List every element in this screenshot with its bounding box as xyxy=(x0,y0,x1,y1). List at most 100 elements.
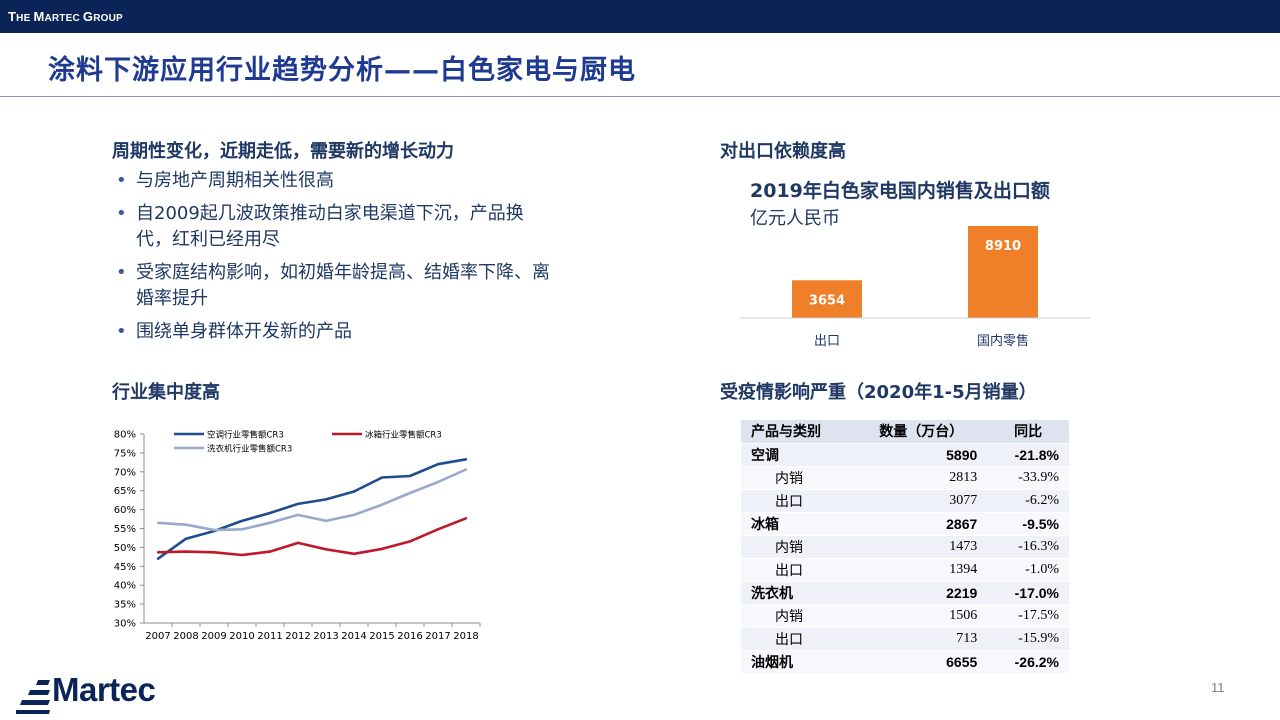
data-point xyxy=(436,463,440,466)
table-row: 出口 3077 -6.2% xyxy=(741,489,1069,512)
data-point xyxy=(380,547,384,551)
data-point xyxy=(212,551,216,554)
legend-label: 冰箱行业零售额CR3 xyxy=(365,430,442,441)
table-header-row: 产品与类别 数量（万台） 同比 xyxy=(741,420,1069,443)
cycle-heading: 周期性变化，近期走低，需要新的增长动力 xyxy=(112,141,454,162)
category-cell: 出口 xyxy=(741,489,856,512)
table-row: 出口 713 -15.9% xyxy=(741,627,1069,650)
quantity-cell: 1394 xyxy=(855,558,988,581)
data-point xyxy=(156,551,160,554)
data-point xyxy=(156,521,160,525)
y-tick-label: 55% xyxy=(114,524,136,535)
data-point xyxy=(184,550,188,553)
category-cell: 洗衣机 xyxy=(741,581,856,604)
bullet-item: 与房地产周期相关性很高 xyxy=(112,168,552,194)
category-cell: 冰箱 xyxy=(741,512,856,535)
x-tick-label: 2012 xyxy=(285,631,310,642)
title-divider xyxy=(0,96,1280,97)
y-tick-label: 80% xyxy=(114,430,136,441)
yoy-cell: -15.9% xyxy=(987,627,1069,650)
data-point xyxy=(464,468,468,471)
y-tick-label: 40% xyxy=(114,581,136,592)
data-point xyxy=(184,537,188,540)
column-header: 数量（万台） xyxy=(855,420,988,443)
x-tick-label: 2015 xyxy=(369,631,394,642)
y-tick-label: 65% xyxy=(114,486,136,497)
epidemic-heading: 受疫情影响严重（2020年1-5月销量） xyxy=(720,382,1037,403)
series-line xyxy=(157,468,467,532)
category-cell: 空调 xyxy=(741,443,856,466)
yoy-cell: -9.5% xyxy=(987,512,1069,535)
category-cell: 油烟机 xyxy=(741,650,856,673)
quantity-cell: 1473 xyxy=(855,535,988,558)
export-bar-chart: 3654 出口 8910 国内零售 xyxy=(740,226,1090,349)
table-row: 冰箱 2867 -9.5% xyxy=(741,512,1069,535)
quantity-cell: 3077 xyxy=(855,489,988,512)
x-tick-label: 2017 xyxy=(425,631,450,642)
data-point xyxy=(436,480,440,484)
y-tick-label: 45% xyxy=(114,562,136,573)
data-point xyxy=(352,490,356,493)
top-banner: THE MARTEC GROUP xyxy=(0,0,1280,33)
data-point xyxy=(324,498,328,501)
export-heading: 对出口依赖度高 xyxy=(720,141,846,162)
data-point xyxy=(380,503,384,506)
x-tick-label: 2007 xyxy=(145,631,170,642)
data-point xyxy=(408,491,412,495)
data-point xyxy=(464,517,468,520)
data-point xyxy=(408,540,412,543)
table-row: 内销 2813 -33.9% xyxy=(741,466,1069,489)
column-header: 同比 xyxy=(987,420,1069,443)
table-row: 空调 5890 -21.8% xyxy=(741,443,1069,466)
concentration-line-chart: 30%35%40%45%50%55%60%65%70%75%80%2007 200… xyxy=(114,430,481,642)
data-point xyxy=(268,511,272,515)
data-point xyxy=(464,458,468,461)
x-tick-label: 2011 xyxy=(257,631,282,642)
bar xyxy=(968,226,1038,318)
page-number: 11 xyxy=(1211,680,1225,695)
data-point xyxy=(408,474,412,478)
y-tick-label: 75% xyxy=(114,448,136,459)
bullet-item: 围绕单身群体开发新的产品 xyxy=(112,319,552,345)
quantity-cell: 5890 xyxy=(855,443,988,466)
y-tick-label: 70% xyxy=(114,467,136,478)
bar-category-label: 出口 xyxy=(814,334,840,349)
bar-category-label: 国内零售 xyxy=(977,333,1029,349)
x-tick-label: 2009 xyxy=(201,631,226,642)
x-tick-label: 2013 xyxy=(313,631,338,642)
category-cell: 内销 xyxy=(741,466,856,489)
data-point xyxy=(268,550,272,553)
data-point xyxy=(352,513,356,517)
bar-chart-title: 2019年白色家电国内销售及出口额 xyxy=(750,180,1050,202)
yoy-cell: -16.3% xyxy=(987,535,1069,558)
x-tick-label: 2008 xyxy=(173,631,198,642)
quantity-cell: 713 xyxy=(855,627,988,650)
data-point xyxy=(212,528,216,532)
x-tick-label: 2014 xyxy=(341,631,366,642)
data-point xyxy=(436,528,440,531)
category-cell: 内销 xyxy=(741,604,856,627)
sales-table: 产品与类别 数量（万台） 同比 空调 5890 -21.8% 内销 2813 -33.9%… xyxy=(741,420,1069,673)
data-point xyxy=(324,519,328,523)
y-tick-label: 60% xyxy=(114,505,136,516)
data-point xyxy=(184,523,188,526)
martec-logo-icon xyxy=(16,680,50,714)
slide-title: 涂料下游应用行业趋势分析——白色家电与厨电 xyxy=(48,55,636,86)
category-cell: 出口 xyxy=(741,558,856,581)
x-tick-label: 2018 xyxy=(453,631,478,642)
data-point xyxy=(296,513,300,517)
category-cell: 内销 xyxy=(741,535,856,558)
yoy-cell: -17.5% xyxy=(987,604,1069,627)
martec-logo-text: Martec xyxy=(52,671,156,708)
series-line xyxy=(157,458,467,560)
data-point xyxy=(352,552,356,556)
yoy-cell: -6.2% xyxy=(987,489,1069,512)
data-point xyxy=(240,528,244,531)
data-point xyxy=(268,521,272,525)
legend-label: 空调行业零售额CR3 xyxy=(207,430,284,441)
data-point xyxy=(380,476,384,479)
bar-value-label: 3654 xyxy=(809,293,845,308)
quantity-cell: 2219 xyxy=(855,581,988,604)
yoy-cell: -26.2% xyxy=(987,650,1069,673)
cycle-bullet-list: 与房地产周期相关性很高 自2009起几波政策推动白家电渠道下沉，产品换代，红利已… xyxy=(112,168,552,352)
